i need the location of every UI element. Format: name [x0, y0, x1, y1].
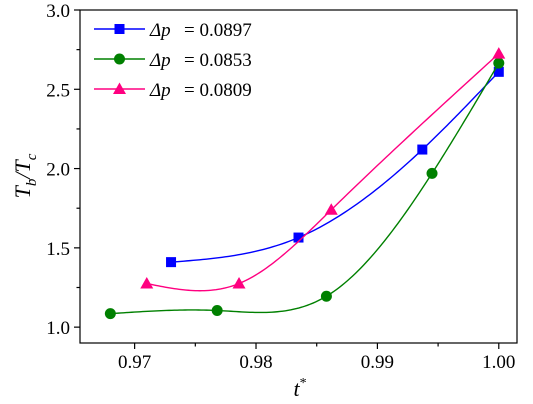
- data-point-0-1: [293, 232, 304, 243]
- series-layer: [104, 47, 506, 320]
- legend-value-1: = 0.0853: [184, 50, 252, 71]
- y-tick-label-0: 1.0: [46, 318, 70, 339]
- data-point-1-2: [320, 290, 332, 302]
- legend-symbol-0: Δp: [149, 20, 171, 41]
- legend-value-0: = 0.0897: [184, 20, 252, 41]
- data-point-1-3: [426, 167, 438, 179]
- data-point-0-2: [417, 144, 428, 155]
- data-point-2-2: [324, 203, 338, 215]
- x-tick-label-0: 0.97: [118, 352, 151, 373]
- legend-marker-0: [114, 24, 125, 34]
- data-point-2-3: [492, 47, 506, 59]
- legend: Δp = 0.0897 Δp = 0.0853 Δp = 0.0809: [94, 20, 252, 101]
- plot-frame: [79, 9, 518, 344]
- data-point-2-0: [140, 277, 154, 289]
- axis-labels: t* Tb/Tc: [10, 153, 307, 401]
- data-point-0-0: [166, 257, 177, 268]
- series-line-0: [170, 71, 500, 263]
- series-1: [104, 57, 505, 320]
- legend-symbol-1: Δp: [149, 50, 171, 71]
- legend-value-2: = 0.0809: [184, 80, 252, 101]
- x-tick-label-3: 1.00: [482, 352, 515, 373]
- x-axis-title: t*: [293, 376, 306, 401]
- legend-marker-2: [113, 82, 126, 94]
- y-tick-label-4: 3.0: [46, 1, 70, 22]
- x-tick-label-2: 0.99: [361, 352, 394, 373]
- y-tick-label-3: 2.5: [46, 80, 70, 101]
- data-point-1-1: [211, 304, 223, 316]
- y-axis-title: Tb/Tc: [10, 153, 40, 198]
- y-tick-label-2: 2.0: [46, 160, 70, 181]
- series-2: [140, 47, 506, 292]
- data-point-1-4: [493, 57, 505, 69]
- data-point-2-1: [232, 277, 246, 289]
- y-tick-label-1: 1.5: [46, 239, 70, 260]
- series-line-2: [146, 53, 500, 292]
- x-tick-label-1: 0.98: [239, 352, 272, 373]
- data-point-1-0: [104, 308, 116, 320]
- legend-symbol-2: Δp: [149, 80, 171, 101]
- legend-marker-1: [114, 53, 125, 65]
- series-0: [166, 66, 504, 268]
- axes: 0.97 0.98 0.99 1.00 1.0 1.5 2.0 2.5 3.0: [46, 1, 518, 373]
- data-point-0-3: [493, 66, 504, 77]
